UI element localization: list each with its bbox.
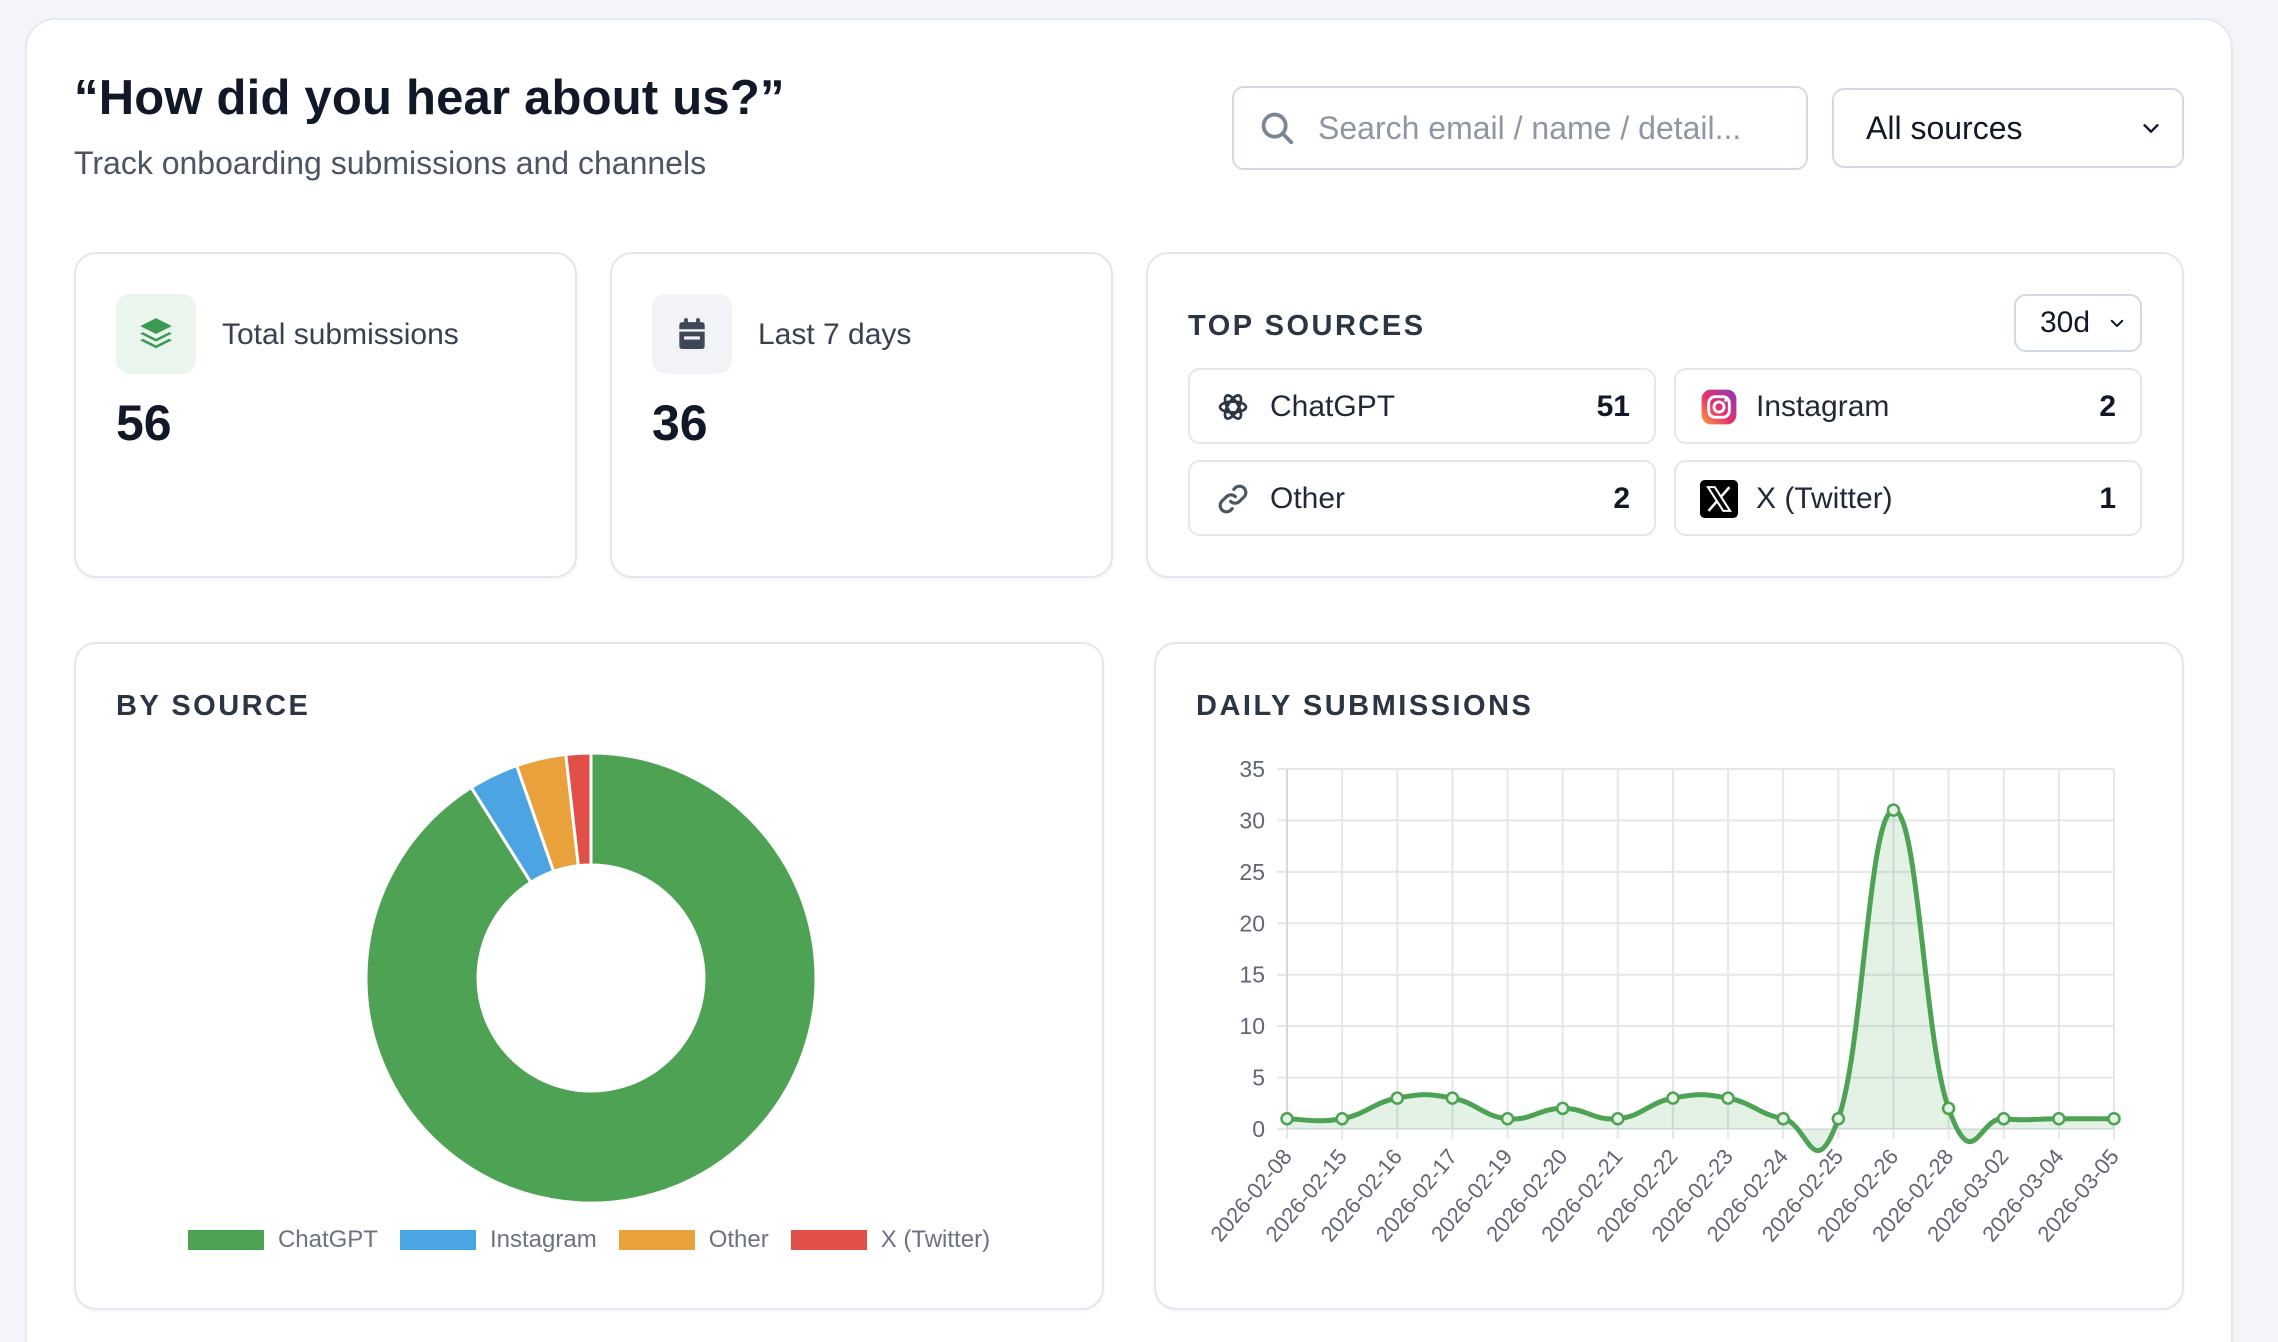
calendar-icon [652,294,732,374]
data-point[interactable] [1611,1111,1625,1126]
data-point[interactable] [1776,1111,1790,1126]
chevron-down-icon [2143,124,2159,133]
chevron-down-icon [2110,319,2124,327]
line-chart: 051015202530352026-02-082026-02-152026-0… [1205,756,2123,1246]
data-point[interactable] [1500,1111,1515,1126]
range-select-value: 30d [2040,306,2091,339]
data-point[interactable] [1886,803,1901,817]
legend-label: Instagram [489,1226,597,1253]
top-sources-title: TOP SOURCES [1188,310,1426,342]
legend-label: ChatGPT [277,1226,378,1253]
data-point[interactable] [1390,1091,1405,1105]
data-point[interactable] [1335,1111,1349,1126]
legend-item[interactable]: X (Twitter) [790,1226,991,1254]
y-tick-label: 5 [1252,1065,1265,1091]
legend-item[interactable]: ChatGPT [187,1226,378,1254]
source-filter-value: All sources [1866,109,2023,146]
search-input[interactable] [1318,109,1788,147]
y-tick-label: 35 [1239,756,1265,782]
source-item-instagram[interactable]: Instagram 2 [1674,368,2142,444]
y-tick-label: 15 [1239,962,1265,988]
stat-value: 56 [116,395,172,451]
source-count: 1 [2099,482,2116,515]
source-count: 51 [1596,390,1630,423]
by-source-card: BY SOURCE ChatGPT Instagram Other X (Twitte… [74,642,1104,1310]
source-item-other[interactable]: Other 2 [1188,460,1656,536]
x-twitter-icon [1700,480,1738,518]
donut-slice-chatgpt[interactable] [364,751,818,1204]
stat-value: 36 [652,395,708,451]
data-point[interactable] [1721,1091,1735,1105]
range-select[interactable]: 30d [2014,294,2142,352]
daily-submissions-title: DAILY SUBMISSIONS [1196,690,1534,722]
top-sources-card: TOP SOURCES 30d ChatGPT 51 [1146,252,2184,578]
source-count: 2 [2099,390,2116,423]
legend-swatch [618,1230,695,1250]
source-name: ChatGPT [1270,390,1396,423]
link-icon [1214,480,1252,518]
donut-chart [364,751,818,1204]
legend-item[interactable]: Instagram [399,1226,597,1254]
y-tick-label: 20 [1239,910,1265,936]
legend-swatch [187,1230,264,1250]
instagram-icon [1700,388,1738,426]
y-tick-label: 30 [1239,807,1265,833]
data-point[interactable] [2052,1111,2066,1126]
data-point[interactable] [1445,1091,1460,1105]
donut-slice-x-twitter[interactable] [564,751,593,868]
daily-submissions-card: DAILY SUBMISSIONS 0 5 10 15 20 25 30 35 2026-02-… [1154,642,2184,1310]
data-point[interactable] [2107,1111,2121,1126]
source-count: 2 [1613,482,1630,515]
chart-grid [1277,768,2115,1139]
search-icon [1261,112,1294,145]
legend-label: X (Twitter) [880,1226,991,1253]
search-box[interactable] [1232,86,1808,170]
legend-swatch [790,1230,867,1250]
source-item-chatgpt[interactable]: ChatGPT 51 [1188,368,1656,444]
y-tick-label: 25 [1239,859,1265,885]
legend-swatch [399,1230,476,1250]
page-subtitle: Track onboarding submissions and channel… [74,145,707,181]
by-source-title: BY SOURCE [116,690,311,722]
legend-label: Other [708,1226,769,1253]
data-point[interactable] [1941,1101,1956,1116]
last-7-days-card: Last 7 days 36 [610,252,1113,578]
donut-legend: ChatGPT Instagram Other X (Twitter) [76,1226,1102,1254]
data-point[interactable] [1666,1091,1680,1105]
data-point[interactable] [1831,1111,1846,1126]
source-name: X (Twitter) [1756,482,1893,515]
source-item-x-twitter[interactable]: X (Twitter) 1 [1674,460,2142,536]
legend-item[interactable]: Other [618,1226,769,1254]
page-title: “How did you hear about us?” [74,71,785,125]
source-name: Instagram [1756,390,1890,423]
layers-icon [116,294,196,374]
data-point[interactable] [1555,1101,1570,1116]
source-name: Other [1270,482,1346,515]
stat-label: Last 7 days [758,318,912,351]
data-point[interactable] [1280,1111,1294,1126]
y-tick-label: 0 [1252,1116,1265,1142]
line-area-fill [1287,810,2114,1151]
y-tick-label: 10 [1239,1013,1265,1039]
total-submissions-card: Total submissions 56 [74,252,577,578]
source-filter-select[interactable]: All sources [1832,88,2184,168]
chatgpt-icon [1214,388,1252,426]
stat-label: Total submissions [222,318,459,351]
data-point[interactable] [1996,1111,2011,1126]
